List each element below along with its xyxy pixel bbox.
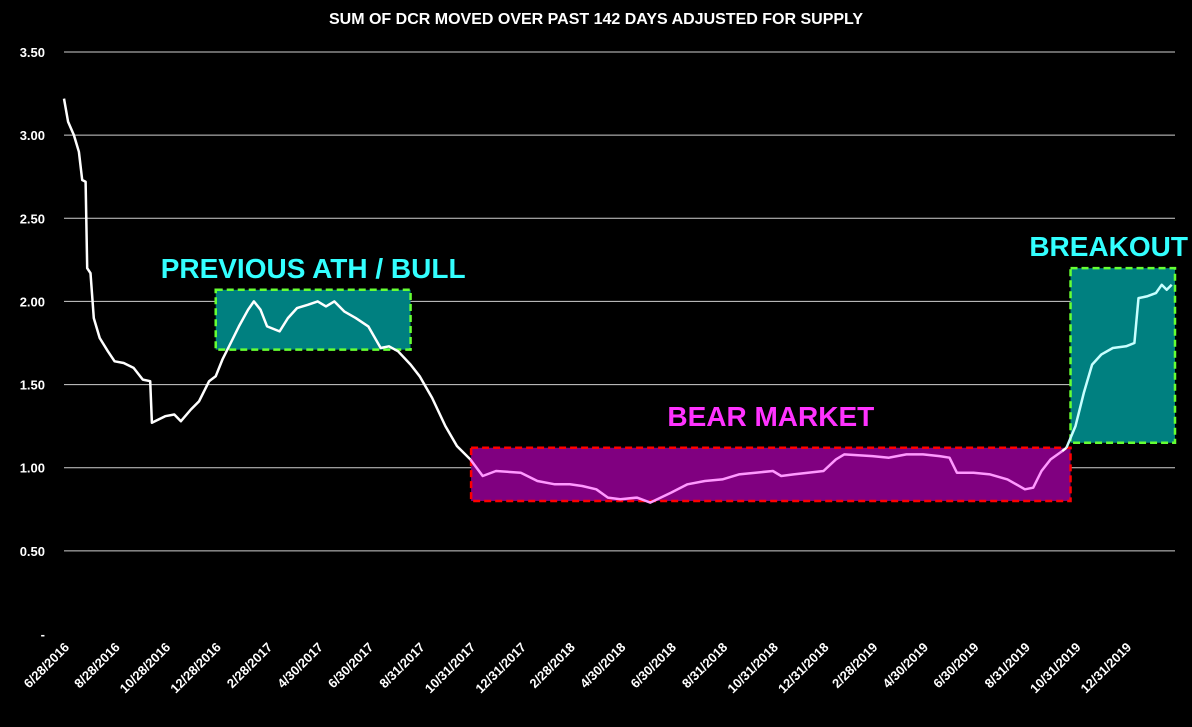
y-tick-label-3: 1.50 xyxy=(20,378,45,393)
series-line-0 xyxy=(62,98,472,461)
y-axis: - 0.50 1.00 1.50 2.00 2.50 3.00 3.50 xyxy=(20,45,45,642)
series-line-2 xyxy=(1061,446,1068,453)
series-line-3 xyxy=(1065,283,1173,449)
chart-title: SUM OF DCR MOVED OVER PAST 142 DAYS ADJU… xyxy=(329,11,863,28)
annotation-label-0: PREVIOUS ATH / BULL xyxy=(161,253,466,284)
annotation-box-1 xyxy=(469,446,1072,503)
series-line-1 xyxy=(469,450,1063,504)
y-tick-label-2: 1.00 xyxy=(20,461,45,476)
y-tick-label-6: 3.00 xyxy=(20,128,45,143)
annotation-label-2: BREAKOUT xyxy=(1029,231,1188,262)
annotation-label-1: BEAR MARKET xyxy=(667,401,874,432)
annotation-box-2 xyxy=(1069,266,1177,445)
annotation-boxes xyxy=(214,266,1177,503)
y-tick-label-0: - xyxy=(41,627,45,642)
y-tick-label-5: 2.50 xyxy=(20,211,45,226)
annotation-labels: PREVIOUS ATH / BULL BEAR MARKET BREAKOUT xyxy=(161,231,1188,432)
y-tick-label-1: 0.50 xyxy=(20,544,45,559)
series-lines xyxy=(62,98,1173,504)
y-tick-label-7: 3.50 xyxy=(20,45,45,60)
y-tick-label-4: 2.00 xyxy=(20,294,45,309)
annotation-box-0 xyxy=(214,288,412,351)
